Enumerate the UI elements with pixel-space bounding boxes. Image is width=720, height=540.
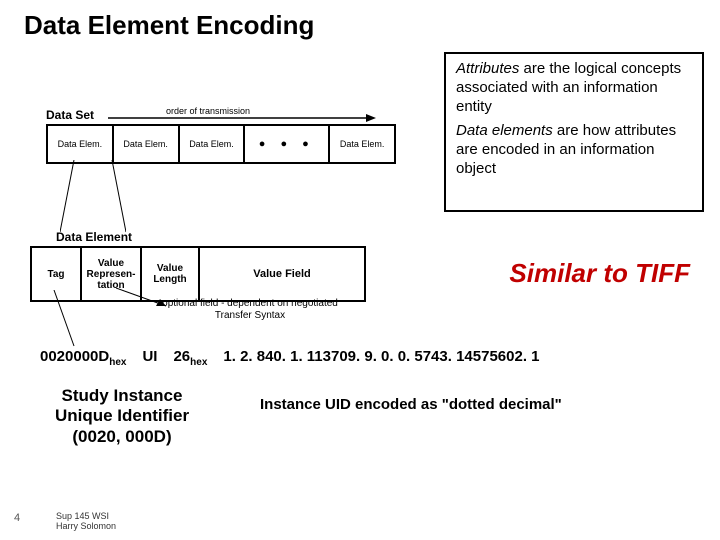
dataset-row: Data Elem. Data Elem. Data Elem. ● ● ● D… bbox=[46, 124, 396, 164]
encoded-note: Instance UID encoded as "dotted decimal" bbox=[260, 396, 562, 413]
de-cell-vf: Value Field bbox=[200, 248, 364, 300]
footer-credit-line2: Harry Solomon bbox=[56, 522, 116, 532]
example-len-sub: hex bbox=[190, 357, 207, 368]
de-cell-vl: Value Length bbox=[142, 248, 200, 300]
example-row: 0020000Dhex UI 26hex 1. 2. 840. 1. 11370… bbox=[40, 348, 680, 368]
dataelement-row: Tag Value Represen- tation Value Length … bbox=[30, 246, 366, 302]
slide-number: 4 bbox=[14, 512, 20, 524]
example-vr: UI bbox=[142, 348, 157, 365]
page-title: Data Element Encoding bbox=[24, 10, 314, 41]
dataset-to-element-connector bbox=[60, 160, 126, 234]
example-len-value: 26 bbox=[173, 348, 190, 365]
dataelement-diagram: Data Element Tag Value Represen- tation … bbox=[30, 230, 366, 302]
de-cell-tag: Tag bbox=[32, 248, 82, 300]
footer-credit: Sup 145 WSI Harry Solomon bbox=[56, 512, 116, 532]
example-tag: 0020000Dhex bbox=[40, 348, 126, 368]
example-tag-value: 0020000D bbox=[40, 348, 109, 365]
callout-de-em: Data elements bbox=[456, 122, 553, 139]
dataelement-label: Data Element bbox=[56, 230, 366, 244]
similar-to-tiff: Similar to TIFF bbox=[509, 258, 690, 289]
dataset-cell: Data Elem. bbox=[48, 126, 114, 162]
example-value: 1. 2. 840. 1. 113709. 9. 0. 0. 5743. 145… bbox=[223, 348, 539, 365]
dataset-cell: Data Elem. bbox=[114, 126, 180, 162]
example-len: 26hex bbox=[173, 348, 207, 368]
attributes-callout: Attributes are the logical concepts asso… bbox=[444, 52, 704, 212]
dataset-ellipsis: ● ● ● bbox=[245, 126, 330, 162]
dataset-diagram: Data Set order of transmission Data Elem… bbox=[46, 108, 396, 164]
example-tag-sub: hex bbox=[109, 357, 126, 368]
callout-attr-em: Attributes bbox=[456, 60, 519, 77]
tag-to-study-connector bbox=[30, 290, 110, 390]
study-instance-label: Study Instance Unique Identifier (0020, … bbox=[32, 386, 212, 447]
transmission-arrow bbox=[108, 113, 378, 123]
dots-icon: ● ● ● bbox=[259, 138, 315, 150]
dataset-cell: Data Elem. bbox=[180, 126, 246, 162]
dataset-cell: Data Elem. bbox=[330, 126, 394, 162]
optional-field-note: optional field - dependent on negotiated… bbox=[160, 298, 340, 321]
de-cell-vr: Value Represen- tation bbox=[82, 248, 142, 300]
